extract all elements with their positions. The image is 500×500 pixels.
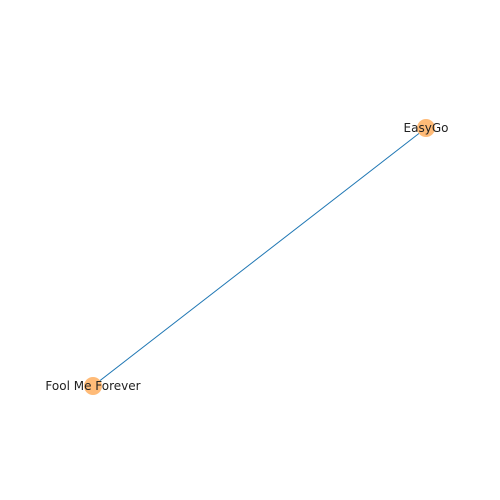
nodes-layer xyxy=(84,119,435,395)
node-label-fool-me-forever: Fool Me Forever xyxy=(45,379,140,393)
edges-layer xyxy=(92,127,427,387)
node-label-easygo: EasyGo xyxy=(404,121,449,135)
node-easygo[interactable] xyxy=(417,119,435,137)
edge-easygo-fool-me-forever xyxy=(92,127,427,387)
node-fool-me-forever[interactable] xyxy=(84,377,102,395)
labels-layer: EasyGo Fool Me Forever xyxy=(45,121,448,393)
